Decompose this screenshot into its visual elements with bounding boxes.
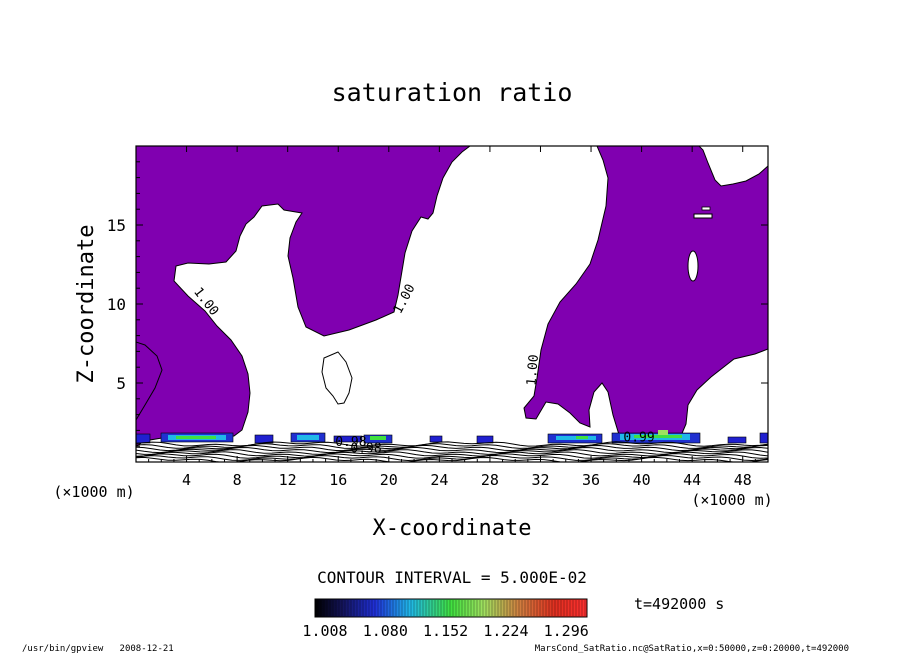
footer-right: MarsCond_SatRatio.nc@SatRatio,x=0:50000,… <box>535 644 849 654</box>
contour-label: 0.98 <box>335 435 366 450</box>
time-label: t=492000 s <box>634 595 724 613</box>
x-tick-label: 44 <box>683 471 701 489</box>
colorbar-tick-label: 1.008 <box>302 622 347 640</box>
contour-fill-right <box>523 146 768 441</box>
x-tick-label: 12 <box>279 471 297 489</box>
surface-contour-lines <box>136 441 768 462</box>
x-unit-label: (×1000 m) <box>691 491 772 509</box>
x-tick-label: 48 <box>734 471 752 489</box>
footer-left: /usr/bin/gpview 2008-12-21 <box>22 644 174 654</box>
surface-contour-line <box>136 441 768 447</box>
contour-label: 1.00 <box>524 354 542 387</box>
x-tick-label: 40 <box>633 471 651 489</box>
contour-hole-small-plume <box>321 351 353 405</box>
x-tick-label: 36 <box>582 471 600 489</box>
surface-contour-line <box>136 449 768 455</box>
x-tick-label: 24 <box>430 471 448 489</box>
x-tick-label: 28 <box>481 471 499 489</box>
contour-fill-lower-left <box>136 341 163 421</box>
x-axis-label: X-coordinate <box>373 516 532 541</box>
z-axis: 5 10 15 <box>107 161 768 447</box>
x-tick-label: 4 <box>182 471 191 489</box>
contour-hole-right-small <box>693 213 713 219</box>
contour-label: 0.99 <box>623 430 654 445</box>
surface-contour-line <box>136 454 768 462</box>
colorbar-tick-label: 1.080 <box>363 622 408 640</box>
contour-label: 0.98 <box>350 442 381 457</box>
x-axis: 4 8 12 16 20 24 28 32 36 40 44 48 <box>148 146 756 489</box>
colorbar-tick-label: 1.296 <box>544 622 589 640</box>
z-tick-label: 15 <box>107 216 126 235</box>
contour-interval-label: CONTOUR INTERVAL = 5.000E-02 <box>317 568 587 587</box>
colorbar-tick-label: 1.224 <box>483 622 528 640</box>
chart-title: saturation ratio <box>332 78 573 107</box>
x-tick-label: 16 <box>329 471 347 489</box>
z-tick-label: 10 <box>107 295 126 314</box>
colorbar-tick-label: 1.152 <box>423 622 468 640</box>
contour-hole-right <box>687 250 699 282</box>
z-tick-label: 5 <box>116 374 126 393</box>
colorbar-tick-labels: 1.008 1.080 1.152 1.224 1.296 <box>302 622 588 640</box>
contour-fill-left <box>136 146 471 447</box>
z-axis-label: Z-coordinate <box>74 225 99 384</box>
colorbar <box>314 598 588 618</box>
surface-contour-line <box>136 446 768 454</box>
z-unit-label: (×1000 m) <box>53 483 134 501</box>
surface-contour-line <box>136 456 768 462</box>
x-tick-label: 20 <box>380 471 398 489</box>
x-tick-label: 32 <box>531 471 549 489</box>
x-tick-label: 8 <box>233 471 242 489</box>
plot-area: 1.00 1.001.000.980.980.99 <box>136 146 768 462</box>
cloud-band <box>136 430 768 444</box>
